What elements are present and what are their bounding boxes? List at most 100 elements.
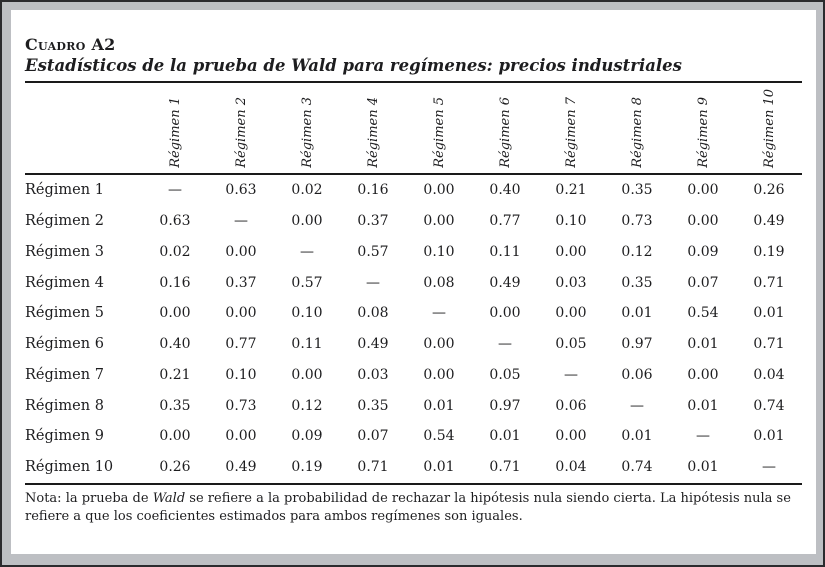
table-row: Régimen 8 0.35 0.73 0.12 0.35 0.01 0.97 … — [25, 390, 802, 421]
value-cell: — — [168, 182, 182, 199]
value-cell: 0.74 — [753, 397, 785, 414]
value-cell: — — [564, 366, 578, 383]
table-title: Estadísticos de la prueba de Wald para r… — [25, 55, 682, 75]
value-cell: 0.00 — [225, 305, 257, 322]
value-cell: 0.01 — [753, 305, 785, 322]
value-cell: 0.00 — [687, 212, 719, 229]
value-cell: 0.03 — [357, 366, 389, 383]
value-cell: 0.16 — [159, 274, 191, 291]
header-rule — [25, 173, 802, 175]
table-header-row: Régimen 1 Régimen 2 Régimen 3 Régimen 4 … — [25, 83, 802, 173]
value-cell: — — [432, 305, 446, 322]
wald-table: Régimen 1 Régimen 2 Régimen 3 Régimen 4 … — [25, 83, 802, 486]
column-header: Régimen 10 — [736, 83, 802, 173]
value-cell: 0.03 — [555, 274, 587, 291]
value-cell: 0.71 — [489, 459, 521, 476]
value-cell: 0.00 — [423, 212, 455, 229]
value-cell: 0.00 — [159, 428, 191, 445]
column-header: Régimen 4 — [340, 83, 406, 173]
table-number: Cuadro A2 — [25, 35, 116, 54]
value-cell: 0.16 — [357, 182, 389, 199]
value-cell: 0.37 — [225, 274, 257, 291]
value-cell: 0.01 — [687, 397, 719, 414]
value-cell: 0.05 — [555, 336, 587, 353]
table-row: Régimen 6 0.40 0.77 0.11 0.49 0.00 — 0.0… — [25, 329, 802, 360]
value-cell: 0.63 — [159, 212, 191, 229]
table-row: Régimen 7 0.21 0.10 0.00 0.03 0.00 0.05 … — [25, 360, 802, 391]
value-cell: 0.05 — [489, 366, 521, 383]
column-header-label: Régimen 7 — [564, 97, 579, 169]
value-cell: 0.49 — [225, 459, 257, 476]
value-cell: 0.11 — [291, 336, 323, 353]
column-header: Régimen 8 — [604, 83, 670, 173]
value-cell: 0.01 — [423, 397, 455, 414]
row-label: Régimen 4 — [25, 274, 104, 291]
value-cell: 0.11 — [489, 243, 521, 260]
table-row: Régimen 5 0.00 0.00 0.10 0.08 — 0.00 0.0… — [25, 298, 802, 329]
value-cell: 0.02 — [291, 182, 323, 199]
row-label: Régimen 6 — [25, 336, 104, 353]
value-cell: — — [234, 212, 248, 229]
value-cell: 0.00 — [291, 212, 323, 229]
value-cell: 0.10 — [555, 212, 587, 229]
value-cell: 0.00 — [687, 366, 719, 383]
column-header: Régimen 1 — [142, 83, 208, 173]
value-cell: 0.71 — [753, 336, 785, 353]
value-cell: 0.10 — [291, 305, 323, 322]
value-cell: — — [366, 274, 380, 291]
value-cell: 0.10 — [225, 366, 257, 383]
table-row: Régimen 2 0.63 — 0.00 0.37 0.00 0.77 0.1… — [25, 206, 802, 237]
row-label: Régimen 1 — [25, 182, 104, 199]
table-row: Régimen 3 0.02 0.00 — 0.57 0.10 0.11 0.0… — [25, 236, 802, 267]
value-cell: 0.07 — [687, 274, 719, 291]
value-cell: 0.49 — [753, 212, 785, 229]
column-header-label: Régimen 6 — [498, 97, 513, 169]
value-cell: 0.01 — [687, 336, 719, 353]
value-cell: 0.01 — [489, 428, 521, 445]
value-cell: 0.01 — [621, 428, 653, 445]
row-label: Régimen 2 — [25, 212, 104, 229]
value-cell: 0.19 — [291, 459, 323, 476]
value-cell: 0.97 — [489, 397, 521, 414]
value-cell: 0.06 — [621, 366, 653, 383]
value-cell: 0.54 — [423, 428, 455, 445]
row-label: Régimen 10 — [25, 459, 114, 476]
value-cell: 0.00 — [423, 366, 455, 383]
column-header-label: Régimen 10 — [762, 89, 777, 169]
note-text: se refiere a la probabilidad de rechazar… — [25, 491, 791, 524]
value-cell: 0.37 — [357, 212, 389, 229]
value-cell: — — [696, 428, 710, 445]
value-cell: 0.04 — [555, 459, 587, 476]
value-cell: 0.71 — [753, 274, 785, 291]
value-cell: — — [498, 336, 512, 353]
table-note: Nota: la prueba de Wald se refiere a la … — [25, 490, 804, 525]
row-label: Régimen 9 — [25, 428, 104, 445]
value-cell: 0.04 — [753, 366, 785, 383]
column-header: Régimen 3 — [274, 83, 340, 173]
value-cell: 0.97 — [621, 336, 653, 353]
value-cell: 0.21 — [159, 366, 191, 383]
value-cell: 0.09 — [687, 243, 719, 260]
column-header-label: Régimen 3 — [300, 97, 315, 169]
column-header-label: Régimen 9 — [696, 97, 711, 169]
column-header: Régimen 9 — [670, 83, 736, 173]
value-cell: 0.00 — [687, 182, 719, 199]
value-cell: 0.49 — [357, 336, 389, 353]
value-cell: 0.35 — [621, 274, 653, 291]
value-cell: 0.00 — [555, 428, 587, 445]
value-cell: 0.12 — [621, 243, 653, 260]
value-cell: — — [630, 397, 644, 414]
table-row: Régimen 10 0.26 0.49 0.19 0.71 0.01 0.71… — [25, 452, 802, 483]
value-cell: 0.10 — [423, 243, 455, 260]
value-cell: 0.26 — [159, 459, 191, 476]
column-header-label: Régimen 5 — [432, 97, 447, 169]
value-cell: 0.40 — [159, 336, 191, 353]
value-cell: 0.12 — [291, 397, 323, 414]
value-cell: 0.63 — [225, 182, 257, 199]
value-cell: 0.35 — [357, 397, 389, 414]
value-cell: 0.35 — [159, 397, 191, 414]
bottom-rule — [25, 482, 802, 486]
value-cell: 0.01 — [621, 305, 653, 322]
value-cell: 0.49 — [489, 274, 521, 291]
value-cell: 0.77 — [225, 336, 257, 353]
